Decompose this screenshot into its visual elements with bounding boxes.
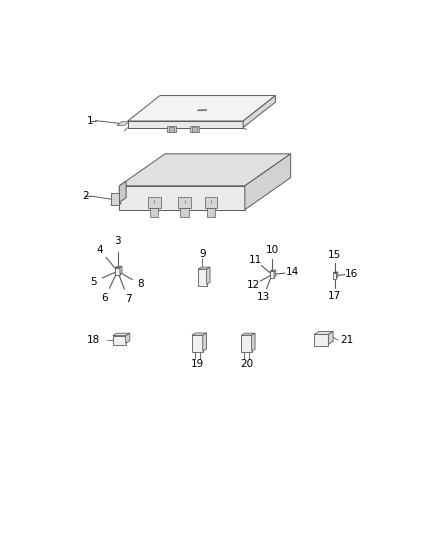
- Polygon shape: [117, 122, 129, 126]
- Polygon shape: [198, 269, 207, 286]
- Text: 15: 15: [328, 251, 342, 261]
- Polygon shape: [115, 268, 120, 275]
- Polygon shape: [115, 266, 122, 268]
- Text: 1: 1: [87, 116, 94, 126]
- Polygon shape: [203, 333, 206, 351]
- Polygon shape: [251, 333, 255, 351]
- Polygon shape: [328, 332, 333, 344]
- Text: 3: 3: [114, 236, 121, 246]
- Text: 20: 20: [240, 359, 253, 368]
- Polygon shape: [122, 162, 281, 189]
- Polygon shape: [243, 95, 276, 127]
- Text: 8: 8: [137, 279, 144, 289]
- Polygon shape: [119, 154, 291, 186]
- Polygon shape: [113, 336, 126, 345]
- Text: 12: 12: [247, 280, 260, 290]
- Bar: [180, 208, 189, 217]
- Polygon shape: [241, 333, 255, 335]
- Text: 18: 18: [87, 335, 100, 345]
- Polygon shape: [120, 266, 122, 274]
- Text: 7: 7: [125, 294, 131, 304]
- Polygon shape: [192, 335, 203, 352]
- Polygon shape: [167, 126, 177, 133]
- Polygon shape: [198, 267, 210, 269]
- Polygon shape: [119, 186, 245, 209]
- Polygon shape: [274, 270, 276, 277]
- Polygon shape: [270, 270, 276, 271]
- Polygon shape: [245, 154, 291, 209]
- Text: 19: 19: [191, 359, 204, 368]
- Polygon shape: [113, 333, 130, 336]
- Polygon shape: [178, 197, 191, 207]
- Polygon shape: [190, 126, 199, 133]
- Text: 11: 11: [248, 255, 262, 265]
- Text: 16: 16: [345, 269, 358, 279]
- Bar: [150, 208, 159, 217]
- Polygon shape: [333, 273, 336, 279]
- Polygon shape: [111, 193, 119, 205]
- Polygon shape: [128, 121, 243, 127]
- Bar: [207, 208, 215, 217]
- Polygon shape: [207, 267, 210, 284]
- Polygon shape: [270, 271, 274, 278]
- Polygon shape: [192, 333, 206, 335]
- Polygon shape: [336, 272, 338, 278]
- Polygon shape: [169, 127, 174, 132]
- Text: 21: 21: [341, 335, 354, 345]
- Polygon shape: [119, 181, 126, 203]
- Text: 17: 17: [328, 291, 342, 301]
- Polygon shape: [111, 203, 121, 205]
- Text: 6: 6: [102, 293, 108, 303]
- Text: 4: 4: [96, 245, 103, 255]
- Polygon shape: [148, 197, 160, 207]
- Polygon shape: [128, 95, 276, 121]
- Polygon shape: [197, 110, 207, 111]
- Polygon shape: [192, 127, 198, 132]
- Polygon shape: [205, 197, 217, 207]
- Text: 14: 14: [286, 268, 299, 277]
- Text: 2: 2: [82, 191, 88, 201]
- Polygon shape: [333, 272, 338, 273]
- Polygon shape: [126, 333, 130, 343]
- Text: 13: 13: [257, 292, 270, 302]
- Text: 9: 9: [199, 249, 206, 259]
- Polygon shape: [241, 335, 251, 352]
- Text: 5: 5: [91, 277, 97, 287]
- Text: 10: 10: [265, 245, 279, 255]
- Polygon shape: [314, 332, 333, 334]
- Polygon shape: [314, 334, 328, 346]
